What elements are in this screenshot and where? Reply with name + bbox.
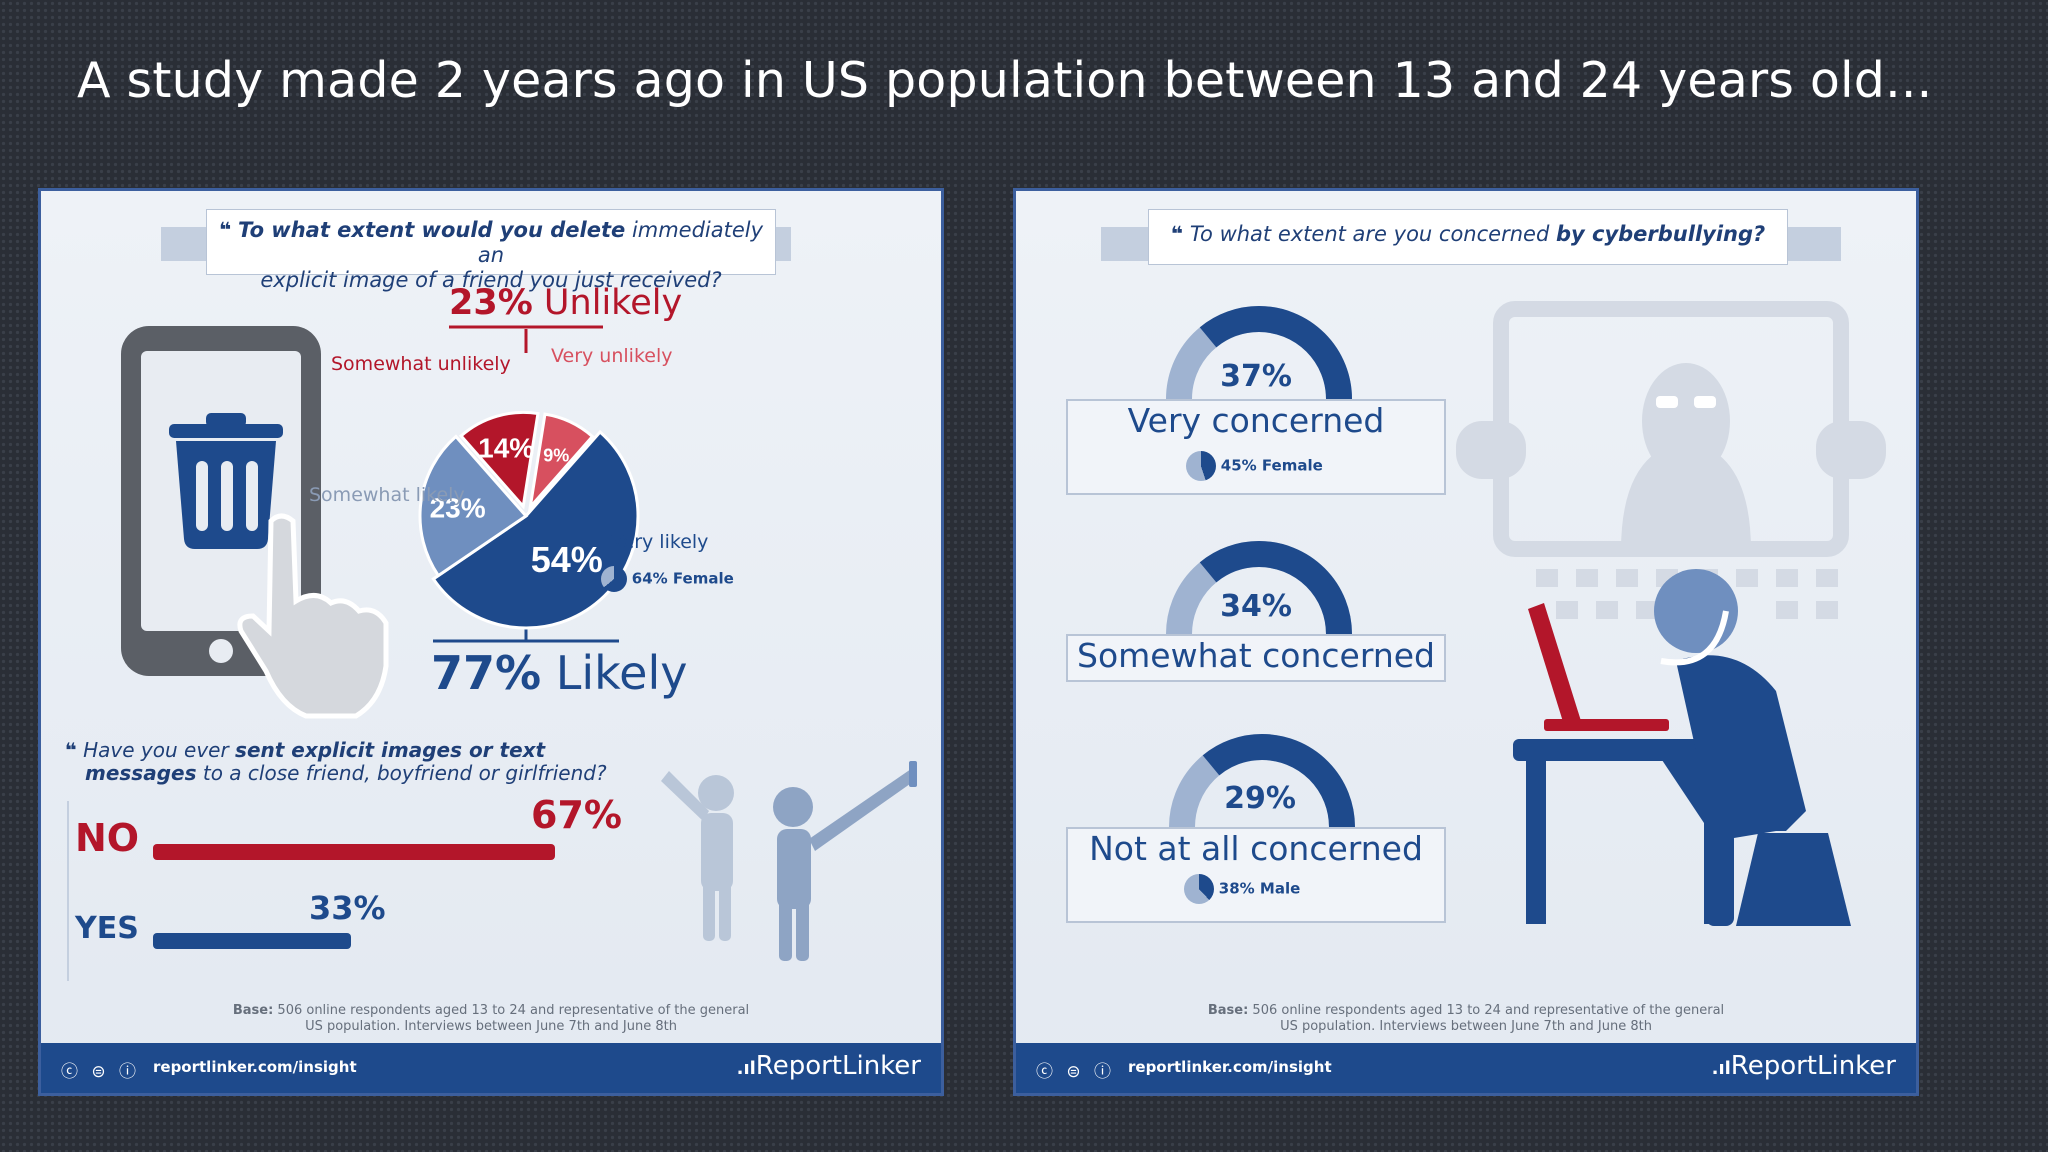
pie-value-label: 23% [430, 492, 486, 523]
right-infographic-panel: ❝ To what extent are you concerned by cy… [1013, 188, 1919, 1096]
yes-pct: 33% [309, 889, 386, 927]
reportlinker-logo: .ılReportLinker [736, 1051, 921, 1081]
concern-gauges [1166, 306, 1355, 828]
concern-item-very [1066, 399, 1446, 495]
pie-slice-very-unlikely [527, 412, 595, 512]
concern-pct-very: 37% [1220, 359, 1292, 394]
cyberbullying-illustration [1456, 301, 1886, 926]
quote-icon: ❝ [65, 738, 77, 762]
pie-value-label: 9% [543, 446, 569, 466]
concern-label-not: Not at all concerned [1089, 829, 1423, 868]
label-very-unlikely: Very unlikely [551, 345, 673, 367]
concern-pct-not: 29% [1224, 781, 1296, 816]
pie-slice-somewhat-unlikely [458, 410, 540, 510]
label-somewhat-unlikely: Somewhat unlikely [331, 353, 511, 375]
footer-link[interactable]: reportlinker.com/insight [1128, 1058, 1332, 1076]
yes-label: YES [75, 911, 139, 946]
sent-images-bar-chart [153, 844, 555, 949]
selfie-people-illustration [661, 761, 917, 961]
concern-label-somewhat: Somewhat concerned [1077, 636, 1435, 675]
concern-item-not [1066, 827, 1446, 923]
concern-sub-very: 45% Female [1186, 451, 1323, 481]
pie-value-label: 14% [478, 433, 534, 464]
label-very-likely: Very likely [611, 531, 709, 553]
female-pie-icon [601, 566, 627, 592]
slide-title: A study made 2 years ago in US populatio… [77, 52, 1933, 109]
bar-axis-line [67, 801, 69, 981]
base-note: Base: 506 online respondents aged 13 to … [1207, 1003, 1725, 1034]
bar-yes [153, 933, 351, 949]
gauge-fill-somewhat-concerned [1166, 541, 1352, 635]
label-somewhat-likely: Somewhat likely [309, 484, 465, 506]
creative-commons-icons: ⓒ ⊜ ⓘ [1036, 1062, 1116, 1082]
panel-footer: ⓒ ⊜ ⓘ reportlinker.com/insight .ılReport… [1016, 1043, 1916, 1093]
gauge-fill-very-concerned [1166, 306, 1352, 400]
very-likely-female: 64% Female [601, 566, 734, 592]
concern-sub-not: 38% Male [1184, 874, 1300, 904]
creative-commons-icons: ⓒ ⊜ ⓘ [61, 1062, 141, 1082]
likely-total: 77% Likely [431, 646, 688, 700]
quote-icon: ❝ [218, 218, 232, 242]
male-pie-icon [1184, 874, 1214, 904]
quote-icon: ❝ [1170, 222, 1184, 246]
reportlinker-logo: .ılReportLinker [1711, 1051, 1896, 1081]
bar-no [153, 844, 555, 860]
footer-link[interactable]: reportlinker.com/insight [153, 1058, 357, 1076]
question-delete-image: ❝ To what extent would you delete immedi… [206, 209, 776, 292]
question-cyberbullying: ❝ To what extent are you concerned by cy… [1148, 209, 1788, 265]
no-label: NO [75, 816, 140, 860]
phone-trash-illustration [121, 326, 389, 719]
base-note: Base: 506 online respondents aged 13 to … [232, 1003, 750, 1034]
concern-label-very: Very concerned [1127, 401, 1385, 440]
panel-footer: ⓒ ⊜ ⓘ reportlinker.com/insight .ılReport… [41, 1043, 941, 1093]
question-sent-images: ❝ Have you ever sent explicit images or … [65, 738, 607, 785]
left-infographic-panel: ❝ To what extent would you delete immedi… [38, 188, 944, 1096]
gauge-fill-not-at-all-concerned [1169, 734, 1355, 828]
unlikely-total: 23% Unlikely [449, 283, 683, 323]
pie-value-label: 54% [531, 539, 603, 580]
concern-pct-somewhat: 34% [1220, 589, 1292, 624]
no-pct: 67% [531, 793, 622, 837]
delete-image-pie-chart: 54% 23% 14% 9% [418, 325, 640, 643]
concern-item-somewhat [1066, 634, 1446, 682]
pie-slice-very-likely [431, 429, 640, 630]
pie-slice-somewhat-likely [418, 434, 529, 578]
female-pie-icon [1186, 451, 1216, 481]
